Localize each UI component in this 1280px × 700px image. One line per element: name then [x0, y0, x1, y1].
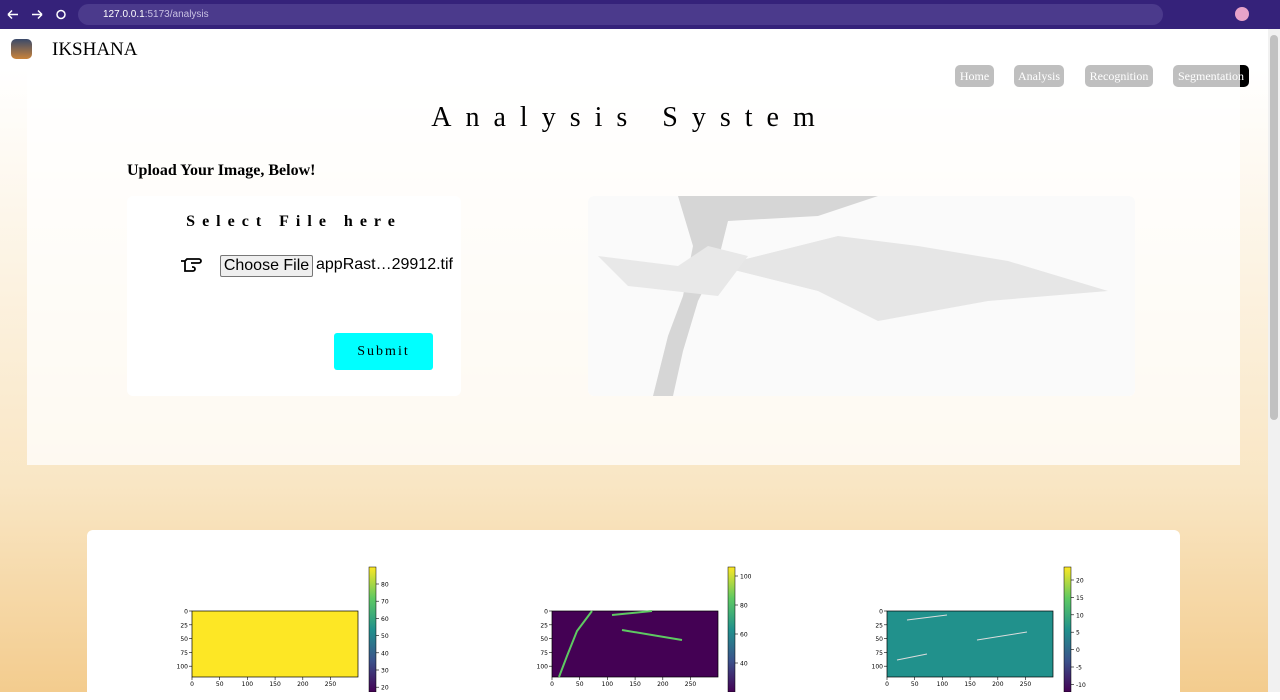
- brand: IKSHANA: [52, 39, 138, 60]
- plot-image: [551, 610, 719, 678]
- x-tick-label: 250: [1020, 681, 1032, 688]
- y-tick-label: 50: [875, 636, 883, 643]
- upload-card: Select File here Choose File appRast…299…: [127, 196, 461, 396]
- colorbar-tick-label: 100: [740, 574, 752, 581]
- file-name: appRast…29912.tif: [316, 256, 453, 273]
- pointing-hand-icon: [181, 258, 202, 272]
- y-tick-label: 50: [180, 636, 188, 643]
- x-tick-label: 100: [242, 681, 254, 688]
- y-tick-label: 100: [872, 664, 884, 671]
- choose-file-button[interactable]: Choose File: [220, 255, 313, 277]
- y-tick-label: 75: [875, 650, 883, 657]
- colorbar: [368, 566, 377, 692]
- x-tick-label: 250: [685, 681, 697, 688]
- colorbar-tick-label: 40: [740, 661, 748, 668]
- y-tick-label: 100: [177, 664, 189, 671]
- browser-bar: 127.0.0.1:5173/analysis: [0, 0, 1280, 29]
- colorbar-tick-label: 80: [381, 582, 389, 589]
- x-tick-label: 100: [602, 681, 614, 688]
- colorbar-tick-label: 60: [381, 616, 389, 623]
- x-tick-label: 150: [964, 681, 976, 688]
- y-tick-label: 100: [537, 664, 549, 671]
- colorbar-tick-label: -10: [1076, 682, 1086, 689]
- y-tick-label: 25: [540, 622, 548, 629]
- colorbar: [727, 566, 736, 692]
- nav-icons: [7, 9, 66, 20]
- profile-avatar[interactable]: [1235, 7, 1249, 21]
- colorbar-tick-label: 40: [381, 650, 389, 657]
- colorbar-tick-label: 15: [1076, 595, 1084, 602]
- x-tick-label: 150: [269, 681, 281, 688]
- colorbar-tick-label: 60: [740, 632, 748, 639]
- scrollbar[interactable]: [1268, 29, 1280, 692]
- upload-prompt: Upload Your Image, Below!: [127, 162, 316, 179]
- colorbar-tick-label: 50: [381, 633, 389, 640]
- y-tick-label: 0: [184, 609, 188, 616]
- plot-image: [191, 610, 359, 678]
- uploaded-image-preview: [588, 196, 1135, 396]
- x-tick-label: 0: [885, 681, 889, 688]
- colorbar-tick-label: 30: [381, 668, 389, 675]
- url-path: :5173/analysis: [144, 9, 209, 20]
- y-tick-label: 25: [875, 622, 883, 629]
- url-host: 127.0.0.1: [103, 9, 145, 20]
- page-title: Analysis System: [431, 102, 829, 133]
- colorbar-tick-label: 70: [381, 599, 389, 606]
- colorbar-tick-label: 10: [1076, 612, 1084, 619]
- x-tick-label: 50: [576, 681, 584, 688]
- x-tick-label: 50: [911, 681, 919, 688]
- colorbar-tick-label: 80: [740, 603, 748, 610]
- colorbar-tick-label: -5: [1076, 665, 1082, 672]
- x-tick-label: 0: [550, 681, 554, 688]
- y-tick-label: 75: [180, 650, 188, 657]
- colorbar: [1063, 566, 1072, 692]
- submit-button[interactable]: Submit: [334, 333, 433, 370]
- y-tick-label: 0: [879, 609, 883, 616]
- colorbar-tick-label: 5: [1076, 630, 1080, 637]
- x-tick-label: 200: [657, 681, 669, 688]
- colorbar-tick-label: 0: [1076, 647, 1080, 654]
- x-tick-label: 250: [325, 681, 337, 688]
- upload-heading: Select File here: [186, 213, 402, 230]
- y-tick-label: 25: [180, 622, 188, 629]
- colorbar-tick-label: 20: [1076, 578, 1084, 585]
- plot-texture: [558, 610, 683, 678]
- logo: [11, 39, 32, 59]
- plot-texture: [896, 614, 1028, 661]
- x-tick-label: 0: [190, 681, 194, 688]
- y-tick-label: 0: [544, 609, 548, 616]
- address-bar[interactable]: 127.0.0.1:5173/analysis: [78, 4, 1163, 25]
- plot-image: [886, 610, 1054, 678]
- x-tick-label: 100: [937, 681, 949, 688]
- y-tick-label: 75: [540, 650, 548, 657]
- colorbar-tick-label: 20: [381, 685, 389, 692]
- y-tick-label: 50: [540, 636, 548, 643]
- x-tick-label: 150: [629, 681, 641, 688]
- x-tick-label: 200: [992, 681, 1004, 688]
- x-tick-label: 50: [216, 681, 224, 688]
- x-tick-label: 200: [297, 681, 309, 688]
